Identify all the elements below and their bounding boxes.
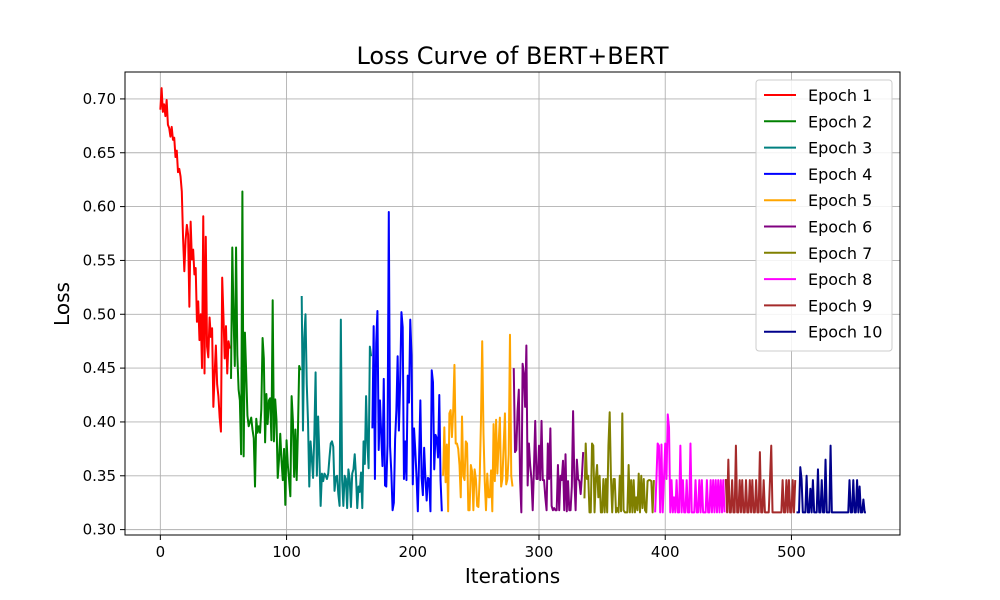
y-tick-label: 0.70 [83,90,116,108]
series-line-epoch-4 [371,210,443,513]
series-line-epoch-9 [724,444,797,514]
x-tick-label: 0 [156,543,166,561]
series-line-epoch-7 [583,411,655,514]
y-tick-label: 0.45 [83,359,116,377]
legend-label: Epoch 1 [808,86,872,105]
x-tick-label: 400 [651,543,680,561]
legend-label: Epoch 3 [808,139,872,158]
series-line-epoch-10 [796,444,866,514]
legend-label: Epoch 9 [808,296,872,315]
series-line-epoch-2 [230,190,302,506]
axis-ticks: 0 100 200 300 400 500 0.30 0.35 0.40 0.45 0.50 0.55… [83,90,806,561]
plot-frame [124,71,901,536]
series-line-epoch-6 [512,344,585,514]
plot-lines [159,87,866,514]
x-tick-label: 300 [525,543,554,561]
legend-label: Epoch 5 [808,191,872,210]
legend-label: Epoch 10 [808,323,882,342]
x-tick-label: 500 [777,543,806,561]
y-tick-label: 0.50 [83,305,116,323]
series-line-epoch-1 [159,87,231,433]
x-axis-label: Iterations [465,564,560,588]
y-axis-label: Loss [50,282,74,326]
chart-title: Loss Curve of BERT+BERT [356,42,668,70]
y-tick-label: 0.35 [83,467,116,485]
legend-label: Epoch 4 [808,165,872,184]
legend-label: Epoch 2 [808,112,872,131]
y-tick-label: 0.65 [83,144,116,162]
y-tick-label: 0.60 [83,198,116,216]
series-line-epoch-3 [300,295,373,510]
series-line-epoch-8 [654,413,726,514]
x-tick-label: 100 [272,543,301,561]
series-line-epoch-5 [442,333,514,513]
y-tick-label: 0.30 [83,521,116,539]
y-tick-label: 0.55 [83,251,116,269]
y-tick-label: 0.40 [83,413,116,431]
x-tick-label: 200 [398,543,427,561]
legend: Epoch 1 Epoch 2 Epoch 3 Epoch 4 Epoch 5 Epoch… [755,79,893,352]
legend-label: Epoch 7 [808,244,872,263]
legend-label: Epoch 6 [808,218,872,237]
legend-label: Epoch 8 [808,270,872,289]
